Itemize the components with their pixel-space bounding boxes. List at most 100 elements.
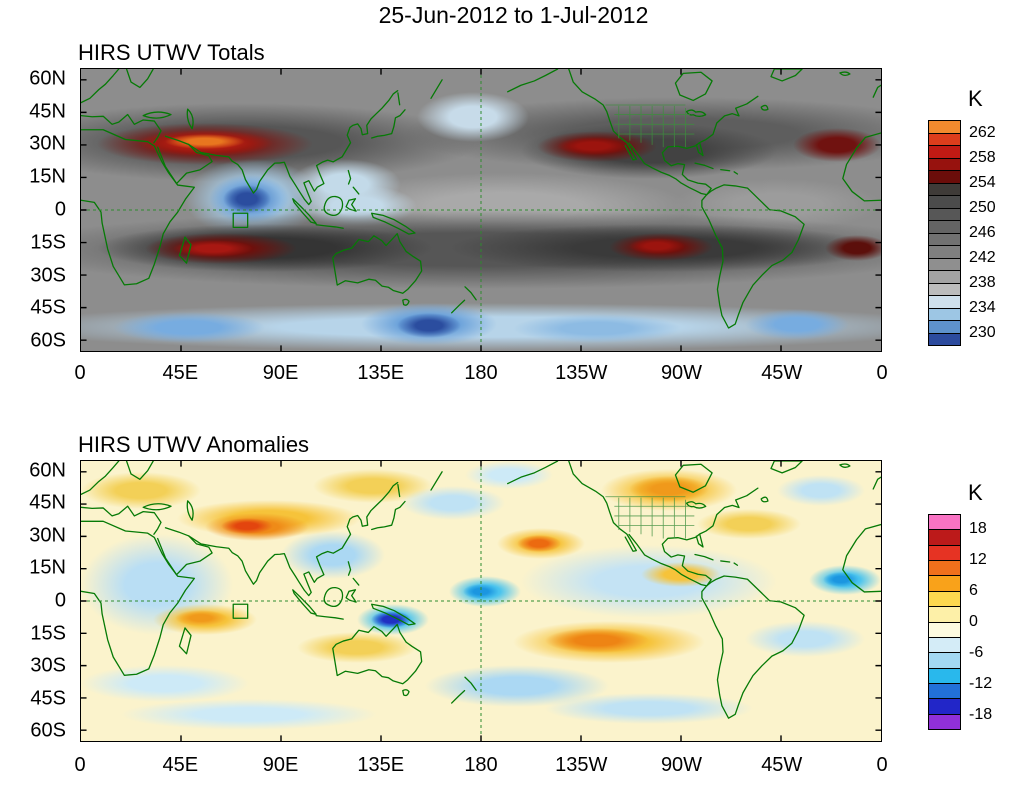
lat-tick-label: 15N [29,556,66,579]
totals-coastline-overlay [81,69,881,351]
colorbar-tick-label: 246 [969,224,996,241]
totals-lon-axis: 0 45E 90E 135E 180 135W 90W 45W 0 [74,360,887,386]
anomalies-lon-axis: 0 45E 90E 135E 180 135W 90W 45W 0 [74,752,887,778]
contour-blob [545,627,649,653]
colorbar-segment [929,146,960,159]
colorbar-tick-label: 262 [969,123,996,141]
lat-tick-label: 30S [30,264,66,287]
contour-blob [513,314,681,343]
colorbar-segment [929,561,960,577]
colorbar-segment [929,271,960,284]
lat-tick-label: 45N [29,491,66,514]
contour-blob [113,311,265,343]
colorbar-segment [929,121,960,134]
contour-blob [825,235,881,261]
lat-tick-label: 0 [54,198,66,221]
colorbar-segment [929,208,960,221]
totals-lat-axis: 60N 45N 30N 15N 0 15S 30S 45S 60S [0,67,72,352]
contour-blob [545,693,753,725]
colorbar-segment [929,233,960,246]
colorbar-segment [929,683,960,700]
contour-blob [297,631,417,663]
lat-tick-label: 45S [30,687,66,710]
figure-title: 25-Jun-2012 to 1-Jul-2012 [378,2,649,28]
colorbar-segment [929,283,960,296]
anomalies-title: HIRS UTWV Anomalies [78,432,310,457]
lat-tick-label: 30S [30,654,66,677]
colorbar-tick-label: 258 [969,148,996,166]
contour-blob [81,665,249,702]
contour-blob [173,239,253,257]
lat-tick-label: 60S [30,329,66,352]
contour-blob [175,610,228,626]
colorbar-segment [929,158,960,171]
contour-blob [221,518,273,534]
colorbar-segment [929,637,960,654]
colorbar-tick-label: 254 [969,173,996,191]
lon-tick-label: 45E [162,362,199,384]
lon-tick-label: 180 [464,754,498,776]
colorbar-segment [929,171,960,184]
contour-blob [223,184,272,213]
lat-tick-label: 0 [54,589,66,612]
colorbar-segment [929,668,960,684]
lon-tick-label: 90W [660,754,703,776]
contour-blob [465,461,553,489]
lat-tick-label: 30N [29,132,66,155]
colorbar-segment [929,183,960,196]
colorbar-tick-label: 238 [969,274,996,292]
contour-blob [697,508,801,540]
contour-blob [401,486,505,520]
contour-blob [463,583,500,600]
colorbar-tick-label: -18 [969,705,993,723]
colorbar-segment [929,321,960,334]
colorbar-tick-label: 242 [969,249,996,267]
colorbar-tick-label: 250 [969,198,996,216]
colorbar-tick-label: 230 [969,324,996,342]
lat-tick-label: 15S [30,622,66,645]
lon-tick-label: 90E [262,362,299,384]
lon-tick-label: 45W [761,754,803,776]
contour-blob [289,159,401,210]
contour-blob [121,699,377,730]
colorbar-segment [929,308,960,321]
lon-tick-label: 135E [357,362,405,384]
lon-tick-label: 0 [74,754,86,776]
colorbar-segment [929,221,960,234]
contour-blob [165,133,245,150]
contour-blob [397,312,461,339]
lat-tick-label: 60S [30,719,66,742]
totals-contour-field [81,69,881,351]
colorbar-segment [929,515,960,531]
colorbar-segment [929,296,960,309]
lat-tick-label: 60N [29,67,66,90]
colorbar-segment [929,714,960,730]
lon-tick-label: 135E [357,754,405,776]
colorbar-segment [929,530,960,546]
lat-tick-label: 45S [30,296,66,319]
totals-colorbar-unit: K [968,86,983,111]
contour-blob [417,91,529,143]
contour-blob [745,308,849,340]
lat-tick-label: 60N [29,459,66,482]
contour-blob [557,136,629,155]
anomalies-colorbar-labels: 18 12 6 0 -6 -12 -18 [969,514,1023,730]
colorbar-segment [929,545,960,562]
contour-blob [745,620,865,657]
colorbar-segment [929,591,960,608]
lon-tick-label: 180 [464,362,498,384]
anomalies-colorbar-bar [928,514,961,730]
lat-tick-label: 15N [29,165,66,188]
contour-blob [777,475,865,506]
anomalies-coastline-overlay [81,461,881,741]
colorbar-segment [929,699,960,715]
totals-map [80,68,882,352]
anomalies-map [80,460,882,742]
lon-tick-label: 135W [555,754,608,776]
colorbar-tick-label: -12 [969,674,993,692]
colorbar-tick-label: 12 [969,551,987,569]
contour-blob [629,238,685,254]
lat-tick-label: 15S [30,231,66,254]
lon-tick-label: 135W [555,362,608,384]
colorbar-segment [929,258,960,271]
